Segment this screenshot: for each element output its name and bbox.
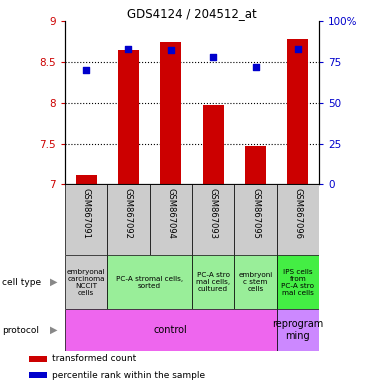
Bar [65,255,107,309]
Bar [65,309,277,351]
Text: GSM867094: GSM867094 [166,188,175,239]
Bar [107,255,192,309]
Text: GSM867096: GSM867096 [293,188,302,239]
Text: transformed count: transformed count [52,354,136,363]
Text: PC-A stro
mal cells,
cultured: PC-A stro mal cells, cultured [196,272,230,292]
Bar [203,105,224,184]
Bar [234,255,277,309]
Bar [76,174,97,184]
Point [168,47,174,53]
Bar [118,50,139,184]
Text: IPS cells
from
PC-A stro
mal cells: IPS cells from PC-A stro mal cells [281,269,314,296]
Bar [287,39,308,184]
Bar [29,356,47,362]
Bar [234,184,277,255]
Text: cell type: cell type [2,278,41,287]
Point [295,46,301,52]
Point [125,46,131,52]
Text: protocol: protocol [2,326,39,335]
Text: GSM867091: GSM867091 [82,188,91,239]
Title: GDS4124 / 204512_at: GDS4124 / 204512_at [127,7,257,20]
Text: GSM867095: GSM867095 [251,188,260,239]
Point [210,54,216,60]
Text: ▶: ▶ [50,277,58,287]
Text: reprogram
ming: reprogram ming [272,319,324,341]
Text: embryonal
carcinoma
NCCIT
cells: embryonal carcinoma NCCIT cells [67,269,105,296]
Bar [277,309,319,351]
Text: percentile rank within the sample: percentile rank within the sample [52,371,205,380]
Text: GSM867093: GSM867093 [209,188,218,239]
Bar [277,184,319,255]
Text: control: control [154,325,188,335]
Bar [29,372,47,378]
Bar [192,184,234,255]
Text: embryoni
c stem
cells: embryoni c stem cells [239,272,273,292]
Point [253,64,259,70]
Text: GSM867092: GSM867092 [124,188,133,239]
Bar [65,184,107,255]
Bar [150,184,192,255]
Bar [107,184,150,255]
Point [83,67,89,73]
Text: PC-A stromal cells,
sorted: PC-A stromal cells, sorted [116,276,183,289]
Bar [245,146,266,184]
Bar [160,41,181,184]
Bar [192,255,234,309]
Bar [277,255,319,309]
Text: ▶: ▶ [50,325,58,335]
